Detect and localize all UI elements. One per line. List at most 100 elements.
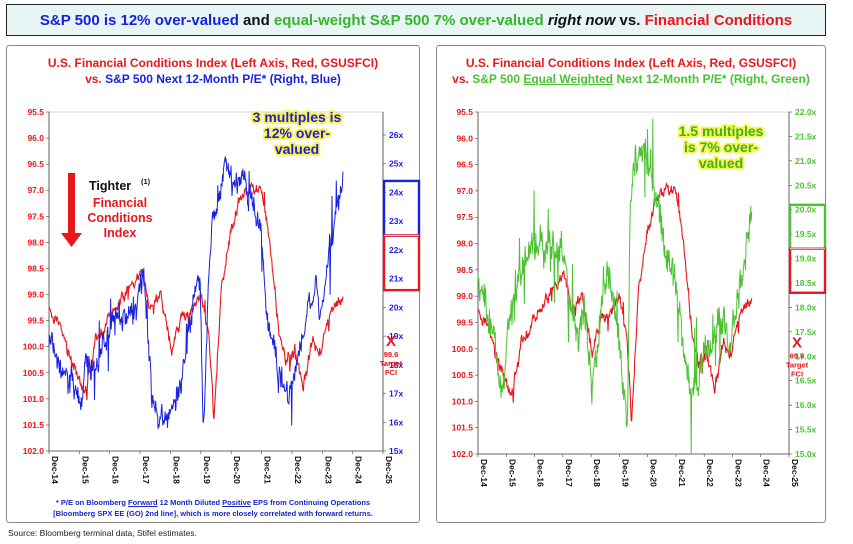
banner-part1: S&P 500 is 12% over-valued: [40, 12, 239, 29]
left-tick-label: 101.5: [23, 420, 45, 430]
tighter-superscript: (1): [141, 177, 151, 186]
left-tick-label: 99.0: [27, 290, 44, 300]
left-tick-label: 98.5: [27, 263, 44, 273]
source-note: Source: Bloomberg terminal data, Stifel …: [8, 528, 197, 538]
right-tick-label: 22.0x: [795, 107, 817, 117]
right-tick-label: 21x: [389, 274, 403, 284]
footnote-e: EPS from Continuing Operations: [251, 498, 370, 507]
banner-part4: right now: [544, 12, 616, 29]
x-tick-label: Dec-20: [232, 456, 242, 484]
right-tick-label: 22x: [389, 245, 403, 255]
right-tick-label: 16.0x: [795, 400, 817, 410]
left-tick-label: 96.5: [27, 159, 44, 169]
tighter-arrow-shaft: [68, 173, 75, 233]
right-tick-label: 15.5x: [795, 425, 817, 435]
target-fci-label: 99.6: [384, 350, 399, 359]
left-tick-label: 101.5: [452, 423, 474, 433]
x-tick-label: Dec-24: [354, 456, 364, 484]
overvalued-callout-line: 12% over-: [264, 125, 330, 141]
right-tick-label: 18.5x: [795, 278, 817, 288]
plot-area: [49, 112, 383, 451]
right-chart-panel: U.S. Financial Conditions Index (Left Ax…: [436, 45, 826, 523]
left-footnote-line1: * P/E on Bloomberg Forward 12 Month Dilu…: [7, 498, 419, 508]
x-tick-label: Dec-18: [592, 459, 602, 487]
left-tick-label: 97.5: [27, 211, 44, 221]
fci-arrow-label: Index: [104, 226, 137, 240]
x-tick-label: Dec-16: [111, 456, 121, 484]
target-fci-label: Target: [380, 359, 403, 368]
left-tick-label: 95.5: [456, 107, 473, 117]
left-tick-label: 102.0: [23, 446, 45, 456]
left-chart: 95.596.096.597.097.598.098.599.099.5100.…: [7, 46, 421, 524]
right-tick-label: 25x: [389, 159, 403, 169]
overvalued-callout-line: 3 multiples is: [253, 109, 342, 125]
x-tick-label: Dec-18: [171, 456, 181, 484]
x-tick-label: Dec-17: [141, 456, 151, 484]
left-tick-label: 97.5: [456, 212, 473, 222]
right-tick-label: 15.0x: [795, 449, 817, 459]
left-tick-label: 100.5: [452, 370, 474, 380]
right-tick-label: 21.0x: [795, 156, 817, 166]
banner-part5: vs.: [615, 12, 644, 29]
left-footnote-line2: [Bloomberg SPX EE (GO) 2nd line], which …: [7, 509, 419, 519]
left-tick-label: 96.5: [456, 160, 473, 170]
right-tick-label: 23x: [389, 216, 403, 226]
left-tick-label: 100.5: [23, 368, 45, 378]
banner-part3: equal-weight S&P 500 7% over-valued: [274, 12, 544, 29]
left-tick-label: 99.0: [456, 291, 473, 301]
overvalued-callout-line: 1.5 multiples: [679, 123, 764, 139]
x-tick-label: Dec-22: [293, 456, 303, 484]
left-tick-label: 100.0: [23, 342, 45, 352]
x-tick-label: Dec-15: [507, 459, 517, 487]
footnote-d: Positive: [222, 498, 251, 507]
x-tick-label: Dec-16: [536, 459, 546, 487]
tighter-label: Tighter: [89, 179, 131, 193]
right-tick-label: 21.5x: [795, 131, 817, 141]
x-tick-label: Dec-23: [323, 456, 333, 484]
right-tick-label: 20x: [389, 302, 403, 312]
target-x-marker: X: [386, 333, 396, 350]
left-chart-panel: U.S. Financial Conditions Index (Left Ax…: [6, 45, 420, 523]
right-tick-label: 20.0x: [795, 205, 817, 215]
x-tick-label: Dec-21: [263, 456, 273, 484]
fci-arrow-label: Conditions: [87, 211, 152, 225]
x-tick-label: Dec-14: [50, 456, 60, 484]
target-fci-label: FCI: [385, 368, 397, 377]
x-tick-label: Dec-22: [705, 459, 715, 487]
right-tick-label: 20.5x: [795, 180, 817, 190]
target-fci-label: FCI: [791, 370, 803, 379]
left-tick-label: 96.0: [27, 133, 44, 143]
footnote-a: * P/E on Bloomberg: [56, 498, 128, 507]
target-fci-label: 99.6: [790, 352, 805, 361]
x-tick-label: Dec-23: [733, 459, 743, 487]
right-tick-label: 24x: [389, 187, 403, 197]
x-tick-label: Dec-17: [564, 459, 574, 487]
left-tick-label: 101.0: [23, 394, 45, 404]
left-tick-label: 97.0: [456, 186, 473, 196]
right-tick-label: 19.0x: [795, 254, 817, 264]
right-tick-label: 19.5x: [795, 229, 817, 239]
overvalued-callout-line: valued: [699, 155, 743, 171]
left-tick-label: 102.0: [452, 449, 474, 459]
x-tick-label: Dec-25: [790, 459, 800, 487]
overvalued-callout-line: valued: [275, 141, 319, 157]
x-tick-label: Dec-15: [80, 456, 90, 484]
left-tick-label: 98.5: [456, 265, 473, 275]
left-tick-label: 100.0: [452, 344, 474, 354]
right-tick-label: 16x: [389, 417, 403, 427]
x-tick-label: Dec-24: [762, 459, 772, 487]
right-tick-label: 15x: [389, 446, 403, 456]
left-tick-label: 97.0: [27, 185, 44, 195]
x-tick-label: Dec-20: [649, 459, 659, 487]
tighter-arrow-head: [61, 233, 82, 247]
target-x-marker: X: [792, 335, 802, 352]
x-tick-label: Dec-19: [620, 459, 630, 487]
left-tick-label: 98.0: [27, 237, 44, 247]
fci-arrow-label: Financial: [93, 196, 147, 210]
x-tick-label: Dec-21: [677, 459, 687, 487]
target-fci-label: Target: [786, 361, 809, 370]
left-tick-label: 98.0: [456, 239, 473, 249]
banner-part2: and: [239, 12, 274, 29]
left-tick-label: 96.0: [456, 133, 473, 143]
x-tick-label: Dec-14: [479, 459, 489, 487]
